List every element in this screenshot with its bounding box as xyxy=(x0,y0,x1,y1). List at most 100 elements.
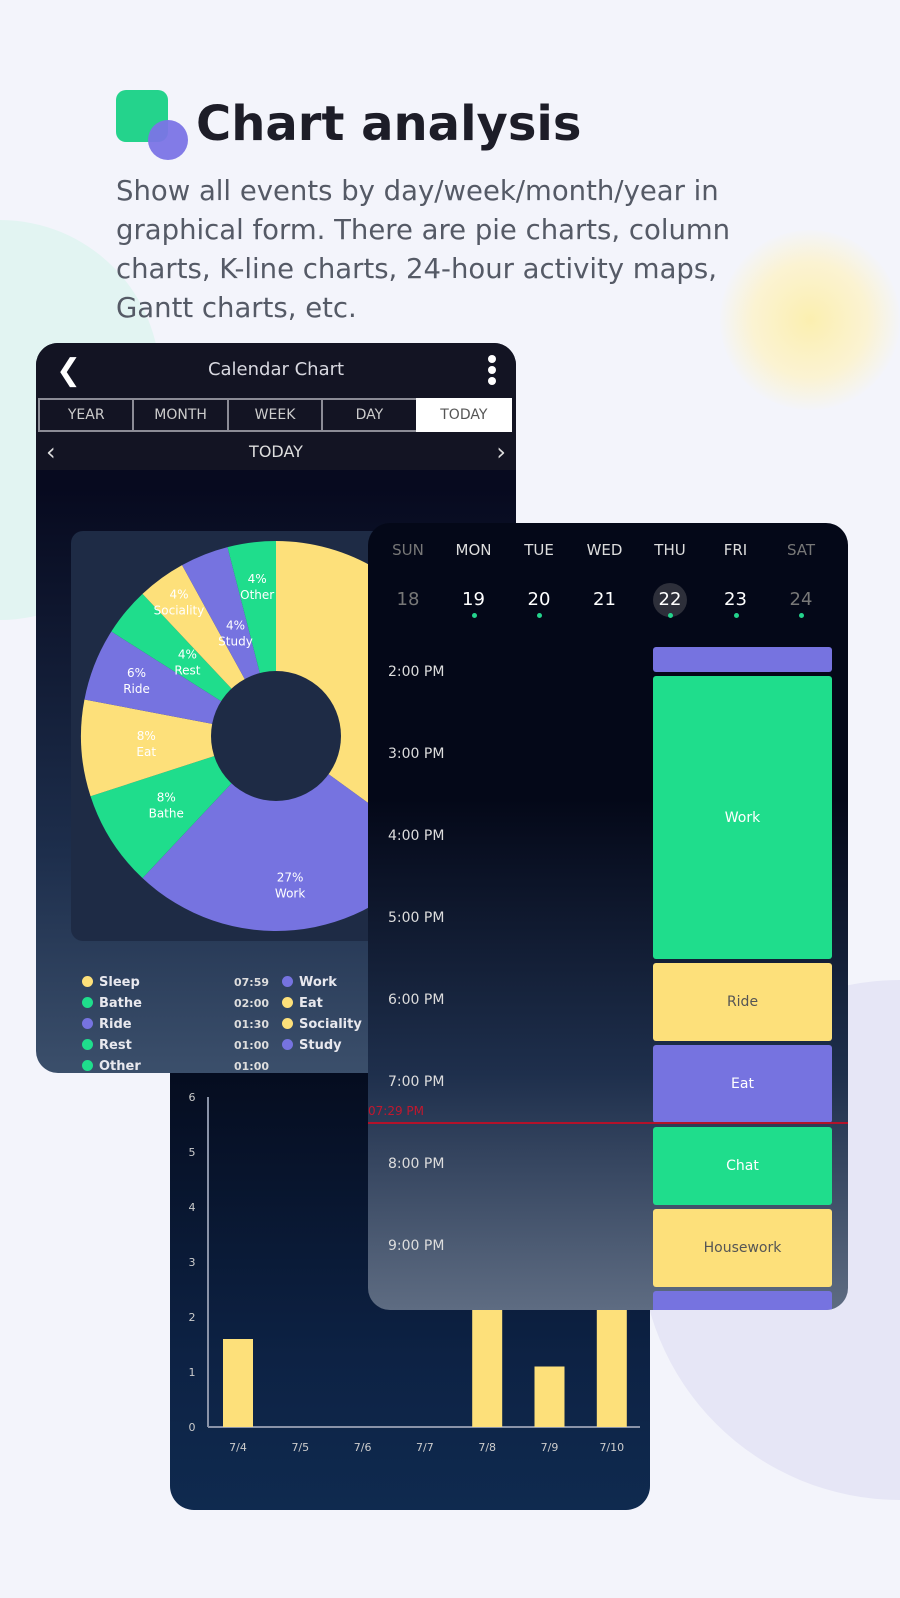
y-tick-label: 0 xyxy=(189,1421,196,1434)
event-dot-icon xyxy=(471,613,477,618)
weekday-label: SUN xyxy=(392,541,424,559)
y-tick-label: 4 xyxy=(189,1201,196,1214)
tab-today[interactable]: TODAY xyxy=(415,398,513,432)
tab-week[interactable]: WEEK xyxy=(226,398,324,432)
event-block-diary[interactable]: Diary xyxy=(653,1291,832,1310)
hero-description: Show all events by day/week/month/year i… xyxy=(116,175,731,324)
prev-period-icon[interactable]: ‹ xyxy=(46,438,56,466)
hour-label: 7:00 PM xyxy=(388,1074,445,1090)
app-header: ❮ Calendar Chart xyxy=(36,343,516,398)
current-time-label: 07:29 PM xyxy=(368,1104,424,1118)
pie-pct-label: 4% xyxy=(226,619,245,633)
legend-label: Study xyxy=(299,1038,342,1053)
pie-slice-label: Study xyxy=(218,635,253,649)
event-block-eat[interactable]: Eat xyxy=(653,1045,832,1123)
legend-item: Sleep 07:59 xyxy=(82,973,269,993)
date-21[interactable]: 21 xyxy=(575,589,635,610)
date-23[interactable]: 23 xyxy=(706,589,766,610)
date-number: 19 xyxy=(462,589,485,610)
y-tick-label: 3 xyxy=(189,1256,196,1269)
legend-time: 01:00 xyxy=(234,1039,270,1052)
y-tick-label: 6 xyxy=(189,1091,196,1104)
period-nav: ‹ TODAY › xyxy=(36,434,516,470)
period-tabs: YEAR MONTH WEEK DAY TODAY xyxy=(36,398,516,434)
legend-time: 01:30 xyxy=(234,1018,270,1031)
pie-pct-label: 8% xyxy=(157,791,176,805)
legend-item: Study xyxy=(282,1036,342,1056)
legend-dot-icon xyxy=(282,1039,293,1050)
legend-label: Work xyxy=(299,975,337,990)
tab-month[interactable]: MONTH xyxy=(132,398,229,432)
more-menu-icon[interactable] xyxy=(488,355,496,388)
date-19[interactable]: 19 xyxy=(444,589,504,610)
legend-item: Other 01:00 xyxy=(82,1057,269,1073)
hour-label: 5:00 PM xyxy=(388,910,445,926)
pie-hole xyxy=(211,671,341,801)
event-dot-icon xyxy=(537,613,542,618)
weekday-label: SAT xyxy=(786,541,816,559)
hero-title: Chart analysis xyxy=(196,96,582,152)
date-24[interactable]: 24 xyxy=(771,589,831,610)
pie-slice-label: Other xyxy=(240,588,274,602)
date-20[interactable]: 20 xyxy=(509,589,569,610)
pie-slice-label: Work xyxy=(275,886,305,900)
date-number: 21 xyxy=(593,589,616,610)
legend-dot-icon xyxy=(82,1018,93,1029)
pie-slice-label: Bathe xyxy=(149,807,184,821)
legend-label: Sleep xyxy=(99,975,140,990)
legend-item: Bathe 02:00 xyxy=(82,994,269,1014)
event-block-untitled[interactable] xyxy=(653,647,832,672)
pie-slice-eat[interactable] xyxy=(81,699,276,797)
hour-label: 9:00 PM xyxy=(388,1238,445,1254)
legend-item: Work xyxy=(282,973,337,993)
hour-label: 8:00 PM xyxy=(388,1156,445,1172)
legend-label: Ride xyxy=(99,1017,132,1032)
pie-chart-screen: ❮ Calendar Chart YEAR MONTH WEEK DAY TODAY ‹… xyxy=(36,343,516,1073)
legend-dot-icon xyxy=(82,976,93,987)
x-tick-label: 7/4 xyxy=(229,1441,247,1454)
legend-time: 01:00 xyxy=(234,1060,270,1073)
current-time-line xyxy=(368,1122,848,1124)
x-tick-label: 7/10 xyxy=(599,1441,624,1454)
legend-dot-icon xyxy=(82,1060,93,1071)
hour-label: 2:00 PM xyxy=(388,664,445,680)
hour-label: 3:00 PM xyxy=(388,746,445,762)
pie-pct-label: 4% xyxy=(169,588,188,602)
legend-label: Eat xyxy=(299,996,323,1011)
pie-slice-label: Rest xyxy=(174,664,200,678)
event-block-housework[interactable]: Housework xyxy=(653,1209,832,1287)
date-18[interactable]: 18 xyxy=(378,589,438,610)
screen-title: Calendar Chart xyxy=(207,359,345,380)
legend-dot-icon xyxy=(282,976,293,987)
date-number: 24 xyxy=(789,589,813,610)
x-tick-label: 7/7 xyxy=(416,1441,434,1454)
bar-7/4[interactable] xyxy=(223,1339,253,1427)
period-label: TODAY xyxy=(249,442,303,461)
pie-pct-label: 4% xyxy=(248,572,267,586)
y-tick-label: 2 xyxy=(189,1311,196,1324)
event-block-work[interactable]: Work xyxy=(653,676,832,959)
legend-item: Ride 01:30 xyxy=(82,1015,269,1035)
week-calendar-screen: SUN 18 MON 19 TUE 20 WED 21 THU 22 FRI 23 SAT 24 2:00 … xyxy=(368,523,848,1310)
date-22[interactable]: 22 xyxy=(640,583,700,617)
weekday-label: MON xyxy=(455,541,492,559)
event-block-ride[interactable]: Ride xyxy=(653,963,832,1041)
tab-year[interactable]: YEAR xyxy=(38,398,135,432)
event-dot-icon xyxy=(668,613,673,618)
event-block-chat[interactable]: Chat xyxy=(653,1127,832,1205)
legend-time: 02:00 xyxy=(234,997,270,1010)
back-icon[interactable]: ❮ xyxy=(56,353,82,388)
bar-7/9[interactable] xyxy=(534,1366,565,1428)
date-number: 23 xyxy=(724,589,747,610)
hour-label: 6:00 PM xyxy=(388,992,445,1008)
date-number: 20 xyxy=(527,589,551,610)
tab-day[interactable]: DAY xyxy=(321,398,418,432)
legend-time: 07:59 xyxy=(234,976,270,989)
legend-label: Rest xyxy=(99,1038,132,1053)
hour-label: 4:00 PM xyxy=(388,828,445,844)
next-period-icon[interactable]: › xyxy=(496,438,506,466)
pie-slice-work[interactable] xyxy=(142,736,434,932)
weekday-label: THU xyxy=(654,541,686,559)
event-dot-icon xyxy=(733,613,739,618)
pie-pct-label: 8% xyxy=(137,729,156,743)
